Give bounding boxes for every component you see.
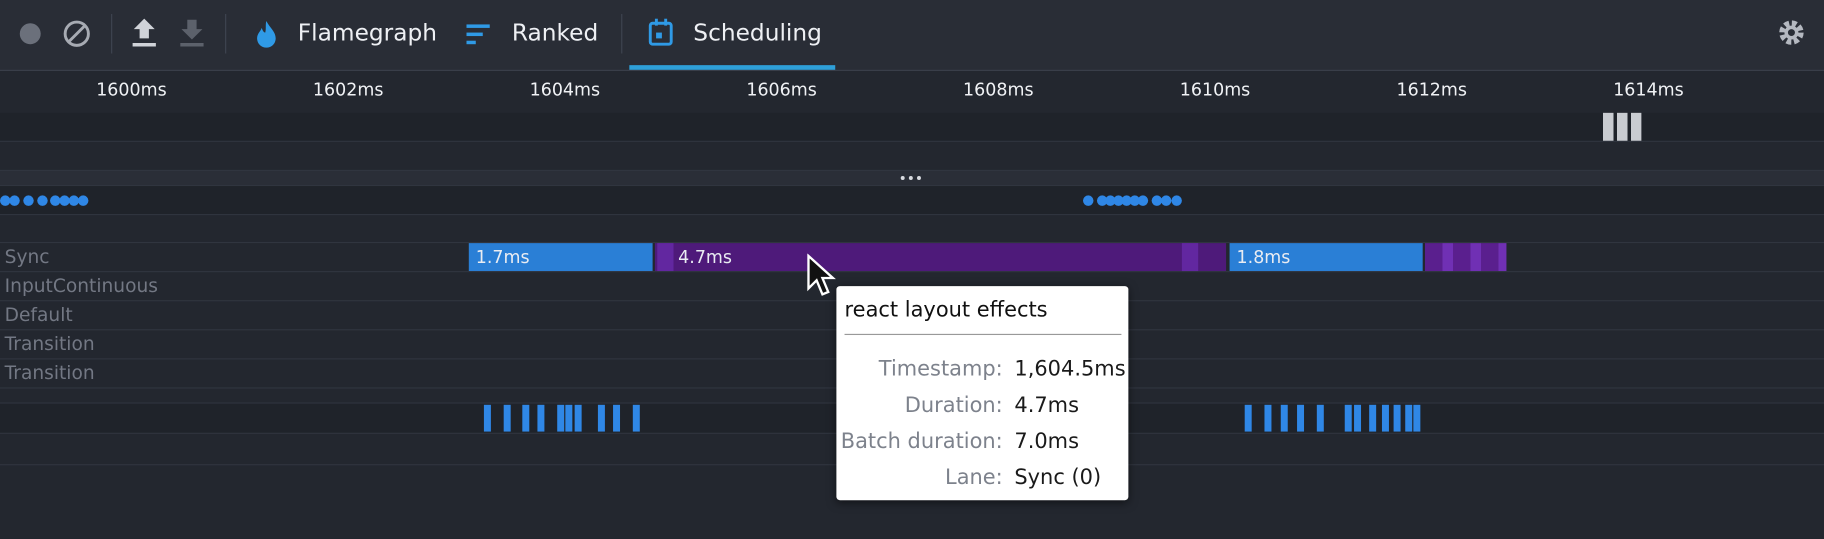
tooltip-label: Batch duration: [840,429,1003,454]
event-dot [1129,195,1141,206]
event-tick [574,404,582,432]
sync-block[interactable]: 1.8ms [1229,243,1423,272]
time-tick-label: 1612ms [1396,79,1468,101]
tooltip-value: 7.0ms [1014,429,1079,454]
event-dot [1137,195,1149,206]
lane-row [0,243,1824,273]
event-dot [9,195,20,206]
lane-label: InputContinuous [4,274,158,297]
tooltip-title: react layout effects [844,297,1048,323]
time-tick-label: 1602ms [312,79,384,101]
event-tick [1413,404,1421,432]
tab-ranked[interactable]: Ranked [511,18,599,47]
row [0,186,1824,216]
event-tick [503,404,511,432]
event-tick [597,404,605,432]
event-dot [1151,195,1163,206]
separator [621,13,623,54]
sync-block[interactable]: 1.7ms [468,243,653,272]
event-dot [59,195,70,206]
event-tick [1297,404,1305,432]
row [0,112,1824,142]
event-tick [483,404,491,432]
event-dot [1171,195,1182,206]
time-tick-label: 1614ms [1613,79,1684,101]
event-tick [632,404,640,432]
tooltip-value: 4.7ms [1014,393,1079,418]
event-dot [1113,195,1124,206]
event-tick [1405,404,1413,432]
time-tick-label: 1604ms [529,79,601,101]
segment [657,243,674,272]
tab-flamegraph[interactable]: Flamegraph [297,18,437,47]
resize-handle [900,176,921,180]
tooltip-value: Sync (0) [1014,465,1102,490]
event-dot [1160,195,1172,206]
toolbar-icons [19,13,227,54]
row [0,215,1824,244]
block-label: 4.7ms [678,246,733,268]
event-tick [565,404,573,432]
event-tick [1264,404,1272,432]
event-dot [23,195,34,206]
lane-label: Transition [4,361,95,384]
active-tab-indicator [629,65,836,70]
tooltip-label: Duration: [904,393,1003,418]
time-tick-label: 1608ms [963,79,1034,101]
event-tick [613,404,621,432]
ranked-icon [466,24,490,45]
toolbar: Flamegraph Ranked Scheduling [0,0,1824,71]
sync-block[interactable] [1425,243,1507,272]
event-dot [77,195,89,206]
event-tick [1393,404,1401,432]
event-tick [1344,404,1352,432]
flame-icon [257,20,276,48]
event-tick [1280,404,1288,432]
time-tick-label: 1610ms [1179,79,1251,101]
event-dot [37,195,48,206]
lane-label: Transition [4,332,95,355]
event-tick [1316,404,1324,432]
component-blocks [1602,112,1642,141]
cursor [807,253,836,296]
tooltip: react layout effects Timestamp: 1,604.5ms… [836,286,1129,501]
lane-label: Default [4,303,73,326]
tooltip-value: 1,604.5ms [1014,357,1126,382]
tab-scheduling[interactable]: Scheduling [693,18,822,47]
row [0,142,1824,172]
event-dot [68,195,80,206]
event-dot [50,195,61,206]
event-tick [1244,404,1252,432]
time-tick-label: 1600ms [96,79,167,101]
tooltip-divider [844,333,1122,336]
event-dot [1096,195,1108,206]
lane-label: Sync [4,245,50,268]
event-dot [1121,195,1132,206]
tooltip-label: Timestamp: [878,357,1003,382]
time-tick-label: 1606ms [746,79,817,101]
event-tick [1354,404,1362,432]
event-dot [1083,195,1094,206]
event-dot [1105,195,1116,206]
calendar-icon [648,18,673,46]
segment [1181,243,1199,272]
event-dot [0,195,11,206]
event-tick [522,404,530,432]
event-tick [1369,404,1377,432]
settings-icon[interactable] [1776,17,1806,47]
event-tick [1381,404,1389,432]
tooltip-label: Lane: [945,465,1003,490]
sync-block[interactable]: 4.7ms [654,243,1227,272]
event-tick [537,404,545,432]
event-tick [557,404,565,432]
